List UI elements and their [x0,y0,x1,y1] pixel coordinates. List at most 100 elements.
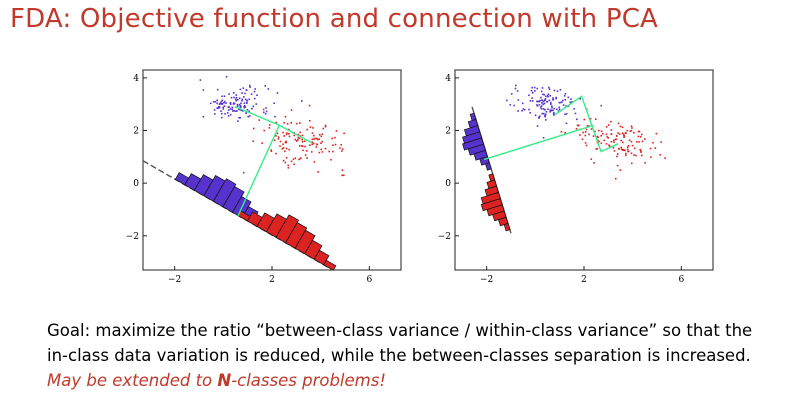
data-point [627,150,629,153]
data-point [619,169,622,171]
extension-suffix: -classes problems! [231,371,386,390]
data-point [245,112,247,115]
data-point [558,101,561,104]
data-point [553,111,555,114]
data-point [548,99,551,102]
data-point [258,119,260,121]
data-point [610,129,613,131]
data-point [564,131,566,134]
data-point [331,150,334,153]
data-point [310,151,313,153]
data-point [576,118,578,121]
data-point [594,118,597,121]
data-point [293,134,295,137]
data-point [286,132,288,134]
extension-n: N [217,371,232,390]
data-point [616,153,619,155]
data-point [320,142,322,144]
data-point [585,144,588,147]
data-point [282,143,284,146]
data-point [605,143,608,145]
data-point [299,131,301,134]
data-point [544,114,546,117]
data-point [536,100,539,103]
data-point [573,108,575,110]
data-point [534,90,536,92]
data-point [229,101,232,104]
data-point [233,102,236,105]
data-point [285,147,288,150]
data-point [547,108,549,111]
data-point [279,140,282,143]
data-point [301,134,304,137]
data-point [284,161,287,164]
data-point [212,100,215,103]
y-tick-label: 4 [133,74,139,84]
data-point [313,138,315,140]
data-point [255,103,258,105]
data-point [539,99,541,102]
data-point [252,105,255,108]
data-point [224,112,226,115]
data-point [560,101,563,104]
data-point [618,133,621,135]
data-point [540,90,543,93]
data-point [541,112,544,115]
data-point [229,113,232,116]
data-point [217,106,220,108]
data-point [660,141,662,143]
class1-histogram-bar [222,186,245,213]
data-point [228,106,231,108]
data-point [537,116,540,119]
data-point [298,158,300,161]
data-point [643,138,646,140]
data-point [238,116,240,119]
data-point [522,108,525,110]
data-point [225,102,227,104]
data-point [339,147,341,149]
data-point [562,104,565,106]
data-point [251,107,253,110]
data-point [248,84,251,87]
data-point [574,112,577,115]
data-point [639,135,642,138]
mean-connector-line [554,95,619,153]
data-point [321,140,324,143]
y-tick-label: −2 [126,232,139,242]
data-point [316,137,318,140]
data-point [241,92,243,94]
data-point [223,95,226,98]
slide-title: FDA: Objective function and connection w… [10,4,659,34]
data-point [298,122,301,124]
data-point [541,102,543,104]
data-point [313,134,315,137]
data-point [556,90,559,92]
data-point [606,136,609,138]
class2-histogram-bar [313,249,330,266]
data-point [528,108,530,111]
data-point [248,110,250,113]
data-point [544,99,546,102]
data-point [616,135,618,137]
data-point [635,154,637,157]
data-point [275,152,277,155]
data-point [528,94,530,97]
data-point [621,148,623,151]
data-point [633,154,635,156]
data-point [309,144,311,146]
data-point [273,102,275,105]
data-point [287,164,290,167]
data-point [216,102,218,105]
data-point [241,98,244,101]
data-point [622,148,625,151]
data-point [636,140,638,143]
data-point [249,86,251,89]
data-point [252,127,255,130]
data-point [620,146,623,149]
data-point [213,109,216,111]
data-point [220,100,223,103]
data-point [233,109,236,112]
data-point [246,101,248,104]
data-point [630,125,633,128]
data-point [577,124,580,127]
